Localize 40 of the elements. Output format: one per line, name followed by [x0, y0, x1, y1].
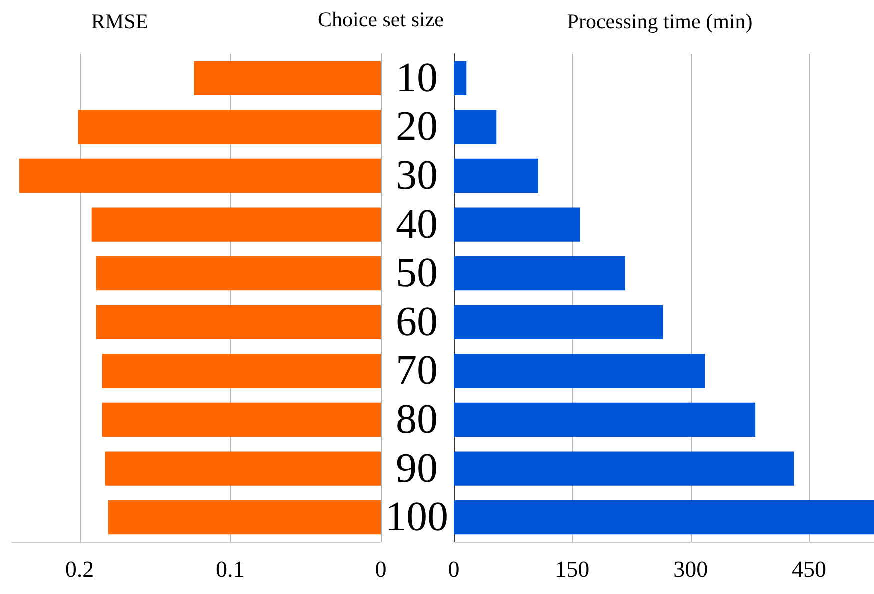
bar	[454, 256, 626, 291]
y-tick-label: 60	[396, 299, 438, 346]
y-tick-label: 20	[396, 104, 438, 150]
chart-title: Processing time (min)	[567, 10, 753, 34]
y-tick-label: 100	[386, 494, 448, 541]
x-tick-label: 0.1	[216, 557, 245, 582]
bar	[96, 305, 381, 340]
bar	[454, 500, 874, 535]
y-axis-title: Choice set size	[318, 8, 444, 32]
bar	[102, 402, 381, 438]
x-tick-label: 0	[448, 557, 460, 582]
chart-title: RMSE	[91, 10, 149, 34]
bar	[454, 354, 706, 388]
y-tick-label: 30	[396, 153, 438, 199]
bar	[105, 452, 381, 486]
bar	[96, 256, 381, 291]
x-tick-label: 300	[674, 557, 708, 582]
bar	[102, 354, 381, 388]
y-tick-label: 10	[396, 55, 438, 102]
bar	[454, 452, 794, 486]
y-tick-label: 80	[396, 397, 438, 443]
bar	[454, 158, 538, 194]
bar	[454, 402, 756, 438]
y-tick-label: 50	[396, 250, 438, 297]
bar	[108, 500, 381, 535]
x-tick-label: 0	[375, 557, 387, 582]
bar	[194, 61, 381, 96]
x-tick-label: 0.2	[65, 557, 94, 582]
y-tick-label: 70	[396, 348, 438, 394]
bar	[454, 305, 664, 340]
y-tick-label: 40	[396, 202, 438, 248]
bar	[454, 208, 580, 242]
bar	[20, 158, 381, 194]
bar	[78, 110, 381, 144]
y-tick-label: 90	[396, 446, 438, 492]
x-tick-label: 450	[792, 557, 827, 582]
bar	[454, 110, 497, 144]
bar	[92, 208, 381, 242]
x-tick-label: 150	[555, 557, 590, 582]
bar	[454, 61, 467, 96]
